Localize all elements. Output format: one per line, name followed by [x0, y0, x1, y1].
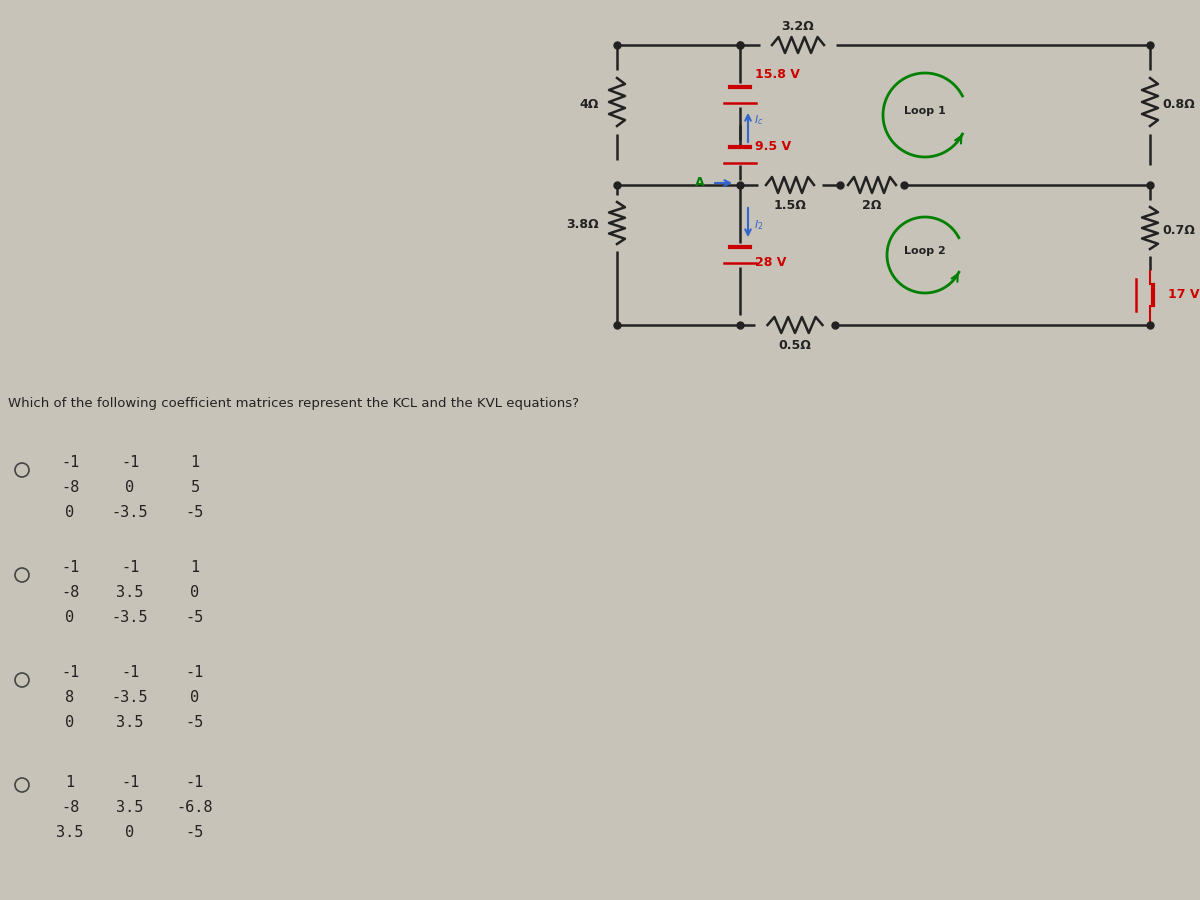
Text: $I_c$: $I_c$	[754, 113, 763, 127]
Text: 4Ω: 4Ω	[580, 98, 599, 112]
Text: -1: -1	[61, 665, 79, 680]
Text: 8: 8	[66, 690, 74, 705]
Text: -1: -1	[186, 775, 204, 790]
Text: -1: -1	[121, 665, 139, 680]
Text: 0.8Ω: 0.8Ω	[1162, 98, 1195, 112]
Text: Loop 1: Loop 1	[904, 106, 946, 116]
Text: 0: 0	[126, 480, 134, 495]
Text: 1: 1	[191, 560, 199, 575]
Text: Which of the following coefficient matrices represent the KCL and the KVL equati: Which of the following coefficient matri…	[8, 397, 580, 410]
Text: 28 V: 28 V	[755, 256, 786, 269]
Text: -6.8: -6.8	[176, 800, 214, 815]
Text: 3.5: 3.5	[116, 585, 144, 600]
Text: -3.5: -3.5	[112, 505, 149, 520]
Text: -1: -1	[61, 560, 79, 575]
Text: A: A	[695, 176, 706, 190]
Text: 1: 1	[66, 775, 74, 790]
Text: 17 V: 17 V	[1168, 289, 1200, 302]
Text: -1: -1	[121, 775, 139, 790]
Text: -8: -8	[61, 585, 79, 600]
Text: 5: 5	[191, 480, 199, 495]
Text: 3.5: 3.5	[56, 825, 84, 840]
Text: 0: 0	[66, 610, 74, 625]
Text: 0: 0	[126, 825, 134, 840]
Text: 3.2Ω: 3.2Ω	[781, 20, 815, 33]
Text: 1.5Ω: 1.5Ω	[774, 199, 806, 212]
Text: 3.5: 3.5	[116, 800, 144, 815]
Text: 1: 1	[191, 455, 199, 470]
Text: -1: -1	[121, 560, 139, 575]
Text: -5: -5	[186, 825, 204, 840]
Text: 3.8Ω: 3.8Ω	[566, 219, 599, 231]
Text: $I_2$: $I_2$	[754, 218, 763, 232]
Text: 2Ω: 2Ω	[863, 199, 882, 212]
Text: 0: 0	[66, 505, 74, 520]
Text: -5: -5	[186, 715, 204, 730]
Text: -1: -1	[121, 455, 139, 470]
Text: 0.7Ω: 0.7Ω	[1162, 223, 1195, 237]
Text: -5: -5	[186, 610, 204, 625]
Text: 3.5: 3.5	[116, 715, 144, 730]
Text: -8: -8	[61, 800, 79, 815]
Text: -1: -1	[61, 455, 79, 470]
Text: 0: 0	[191, 690, 199, 705]
Text: -1: -1	[186, 665, 204, 680]
Text: 9.5 V: 9.5 V	[755, 140, 791, 154]
Text: -3.5: -3.5	[112, 690, 149, 705]
Text: -5: -5	[186, 505, 204, 520]
Text: 0: 0	[66, 715, 74, 730]
Text: -8: -8	[61, 480, 79, 495]
Text: Loop 2: Loop 2	[904, 246, 946, 256]
Text: 15.8 V: 15.8 V	[755, 68, 800, 82]
Text: 0.5Ω: 0.5Ω	[779, 339, 811, 352]
Text: 0: 0	[191, 585, 199, 600]
Text: -3.5: -3.5	[112, 610, 149, 625]
